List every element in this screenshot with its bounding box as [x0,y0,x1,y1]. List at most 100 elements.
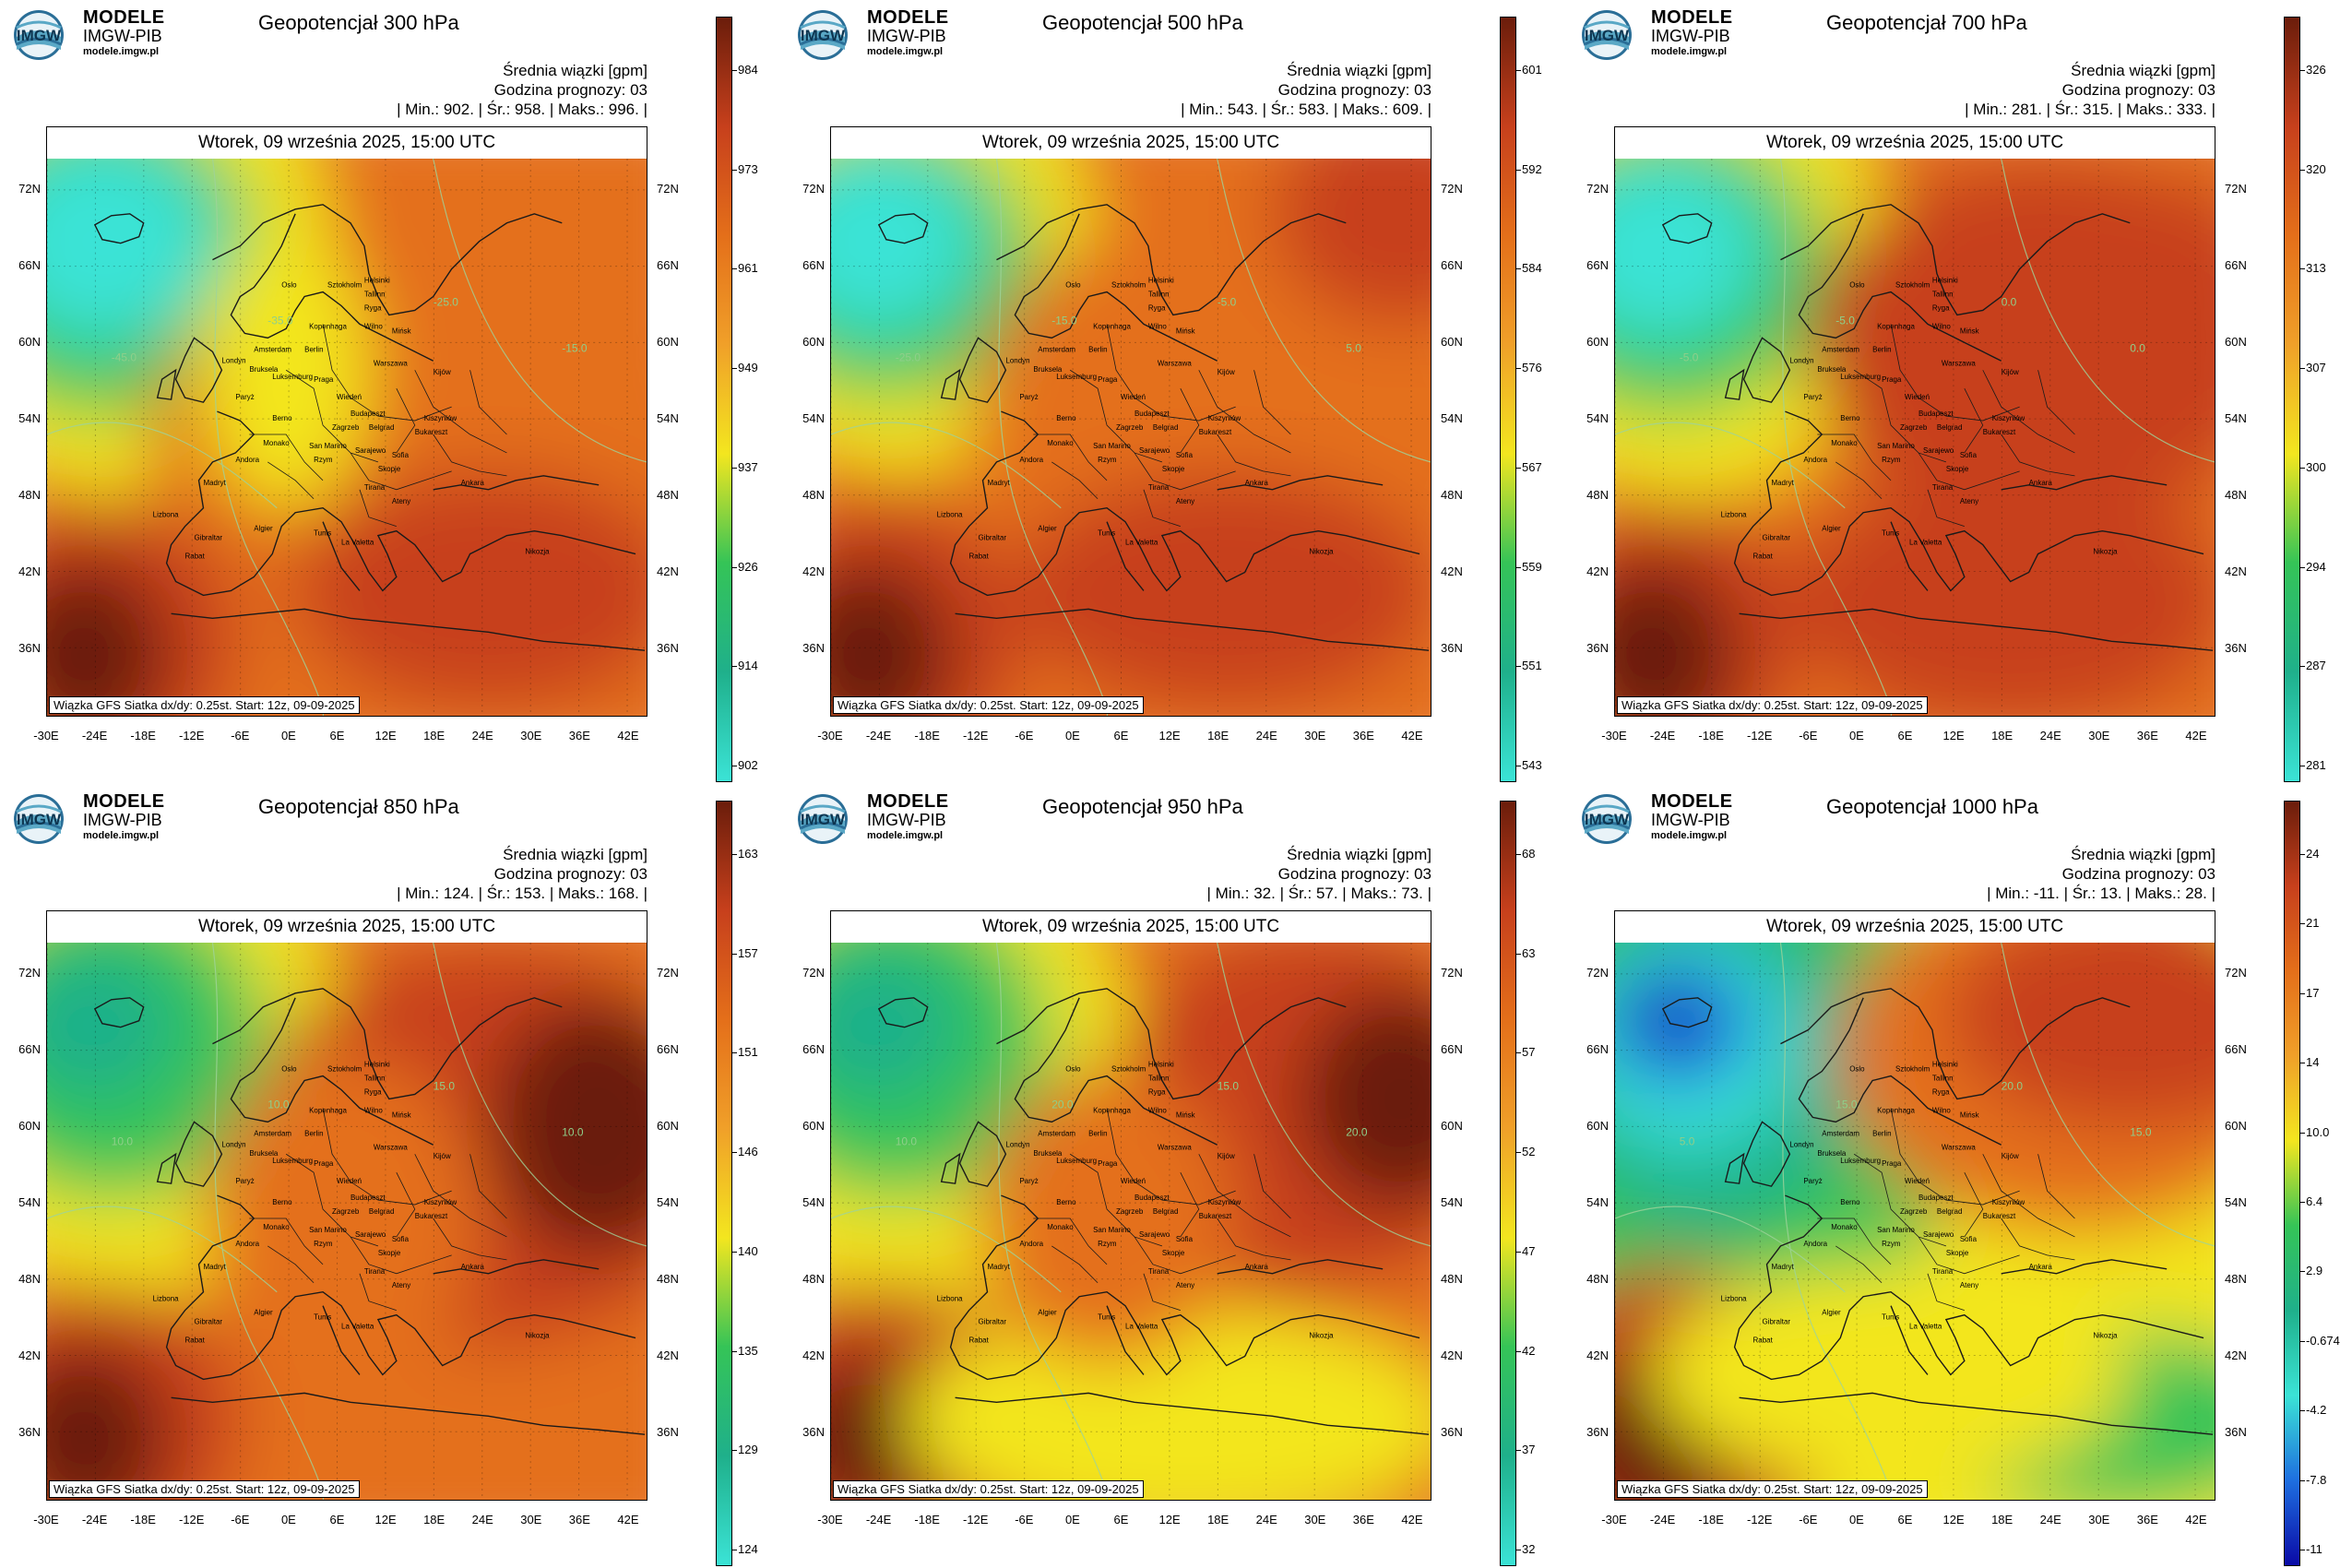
city-label: Rabat [185,1336,206,1345]
city-label: Berno [1840,414,1860,422]
city-label: Nikozja [525,1332,550,1340]
logo-brand: MODELE [867,791,949,812]
model-footnote: Wiązka GFS Siatka dx/dy: 0.25st. Start: … [49,1480,360,1498]
city-label: Kiszyniów [424,1198,457,1206]
city-label: Belgrad [1937,423,1962,432]
lon-label: -30E [33,1513,59,1526]
colorbar-tick [1516,566,1521,568]
city-label: Madryt [987,1263,1010,1271]
city-label: Oslo [281,281,297,290]
city-label: Ankara [2029,479,2053,487]
map-area: 5.0 15.0 20.0 15.0 Oslo Sztokholm Helsinki Tall… [1615,943,2215,1500]
colorbar-tick [1516,1152,1521,1154]
colorbar-tick [1516,268,1521,270]
city-label: Sofia [1176,1235,1194,1243]
colorbar [716,801,732,1566]
lat-label-left: 66N [18,1042,41,1056]
lat-label-right: 48N [2225,1272,2247,1286]
date-bar: Wtorek, 09 września 2025, 15:00 UTC [831,127,1431,160]
lon-label: 36E [2136,729,2158,742]
city-label: Paryż [1803,1177,1822,1185]
colorbar-tick-label: 914 [738,659,758,673]
stats-line: | Min.: 32. | Śr.: 57. | Maks.: 73. | [1206,885,1431,902]
colorbar-tick-label: 157 [738,945,758,960]
map-frame: Wtorek, 09 września 2025, 15:00 UTC 10.0… [830,910,1431,1501]
city-label: Zagrzeb [332,423,360,432]
colorbar-tick [732,1350,737,1352]
colorbar-tick-label: 601 [1522,63,1542,77]
colorbar-tick-label: 313 [2306,261,2326,276]
city-label: Algier [1822,525,1841,533]
city-label: Praga [1098,1159,1118,1168]
lat-label-left: 72N [1586,966,1609,980]
stats-line: | Min.: 281. | Śr.: 315. | Maks.: 333. | [1965,101,2215,118]
lon-label: 6E [1897,729,1913,742]
city-label: Mińsk [1176,1111,1195,1119]
city-label: Kopenhaga [1877,322,1915,330]
city-label: Sztokholm [1111,281,1146,290]
city-label: Mińsk [1960,327,1979,335]
lat-label-right: 54N [657,411,679,425]
city-label: Mińsk [1176,327,1195,335]
city-label: Belgrad [369,1207,394,1216]
lat-label-left: 66N [1586,258,1609,272]
contour-label: 10.0 [267,1098,290,1111]
contour-label: 10.0 [896,1134,918,1147]
city-label: Tallinn [364,1075,386,1083]
stats-line: | Min.: 124. | Śr.: 153. | Maks.: 168. | [397,885,647,902]
colorbar-tick [732,566,737,568]
map-panel-3: IMGW MODELE IMGW-PIB modele.imgw.pl Geop… [1568,0,2352,784]
map-frame: Wtorek, 09 września 2025, 15:00 UTC -25.… [830,126,1431,717]
city-label: Ankara [1245,479,1269,487]
date-bar: Wtorek, 09 września 2025, 15:00 UTC [47,127,647,160]
city-label: Lizbona [937,511,963,519]
city-label: Algier [254,1309,273,1317]
city-label: Andora [1803,456,1827,464]
colorbar-tick-label: 949 [738,361,758,375]
map-title: Geopotencjał 700 hPa [1826,11,2027,34]
colorbar-tick-label: 32 [1522,1542,1536,1556]
colorbar-tick [2300,666,2305,668]
city-label: Bukareszt [415,428,448,436]
map-meta: Średnia wiązki [gpm] Godzina prognozy: 0… [1181,61,1431,119]
lat-label-right: 54N [1441,411,1463,425]
city-label: Monako [263,439,290,447]
city-label: Ankara [461,479,485,487]
colorbar-tick-label: 294 [2306,559,2326,574]
city-label: Sofia [392,451,410,459]
lon-label: -6E [1799,729,1818,742]
city-label: Paryż [1019,393,1038,401]
city-label: Monako [263,1223,290,1231]
city-label: Mińsk [392,327,411,335]
contour-label: 10.0 [112,1134,134,1147]
lat-label-left: 72N [1586,182,1609,196]
city-label: Wilno [364,1106,383,1114]
lat-label-right: 36N [2225,641,2247,655]
lon-label: -24E [865,1513,892,1526]
logo-brand: MODELE [867,7,949,28]
colorbar-tick-label: 281 [2306,758,2326,772]
map-meta: Średnia wiązki [gpm] Godzina prognozy: 0… [1965,61,2215,119]
city-label: Kijów [2002,368,2019,376]
city-label: Bruksela [1033,1149,1063,1158]
colorbar-tick-label: 47 [1522,1243,1536,1258]
lon-label: 42E [1401,1513,1423,1526]
contour-label: -35.0 [267,314,293,327]
city-label: Tunis [1882,1313,1899,1322]
city-label: Ateny [1176,1281,1194,1289]
model-footnote: Wiązka GFS Siatka dx/dy: 0.25st. Start: … [49,696,360,714]
city-label: Rabat [185,552,206,561]
city-label: Luksemburg [1056,373,1097,381]
lat-label-right: 72N [1441,966,1463,980]
lat-label-left: 54N [802,1195,825,1209]
city-label: Algier [1038,525,1057,533]
lon-label: 24E [2039,1513,2061,1526]
lat-label-right: 36N [1441,1425,1463,1439]
colorbar-tick [2300,368,2305,370]
model-footnote: Wiązka GFS Siatka dx/dy: 0.25st. Start: … [833,696,1144,714]
city-label: Madryt [1771,479,1794,487]
city-label: Luksemburg [272,373,313,381]
forecast-hour: Godzina prognozy: 03 [2061,81,2215,99]
city-label: La Valetta [1909,539,1942,547]
city-label: Berlin [1872,345,1891,353]
